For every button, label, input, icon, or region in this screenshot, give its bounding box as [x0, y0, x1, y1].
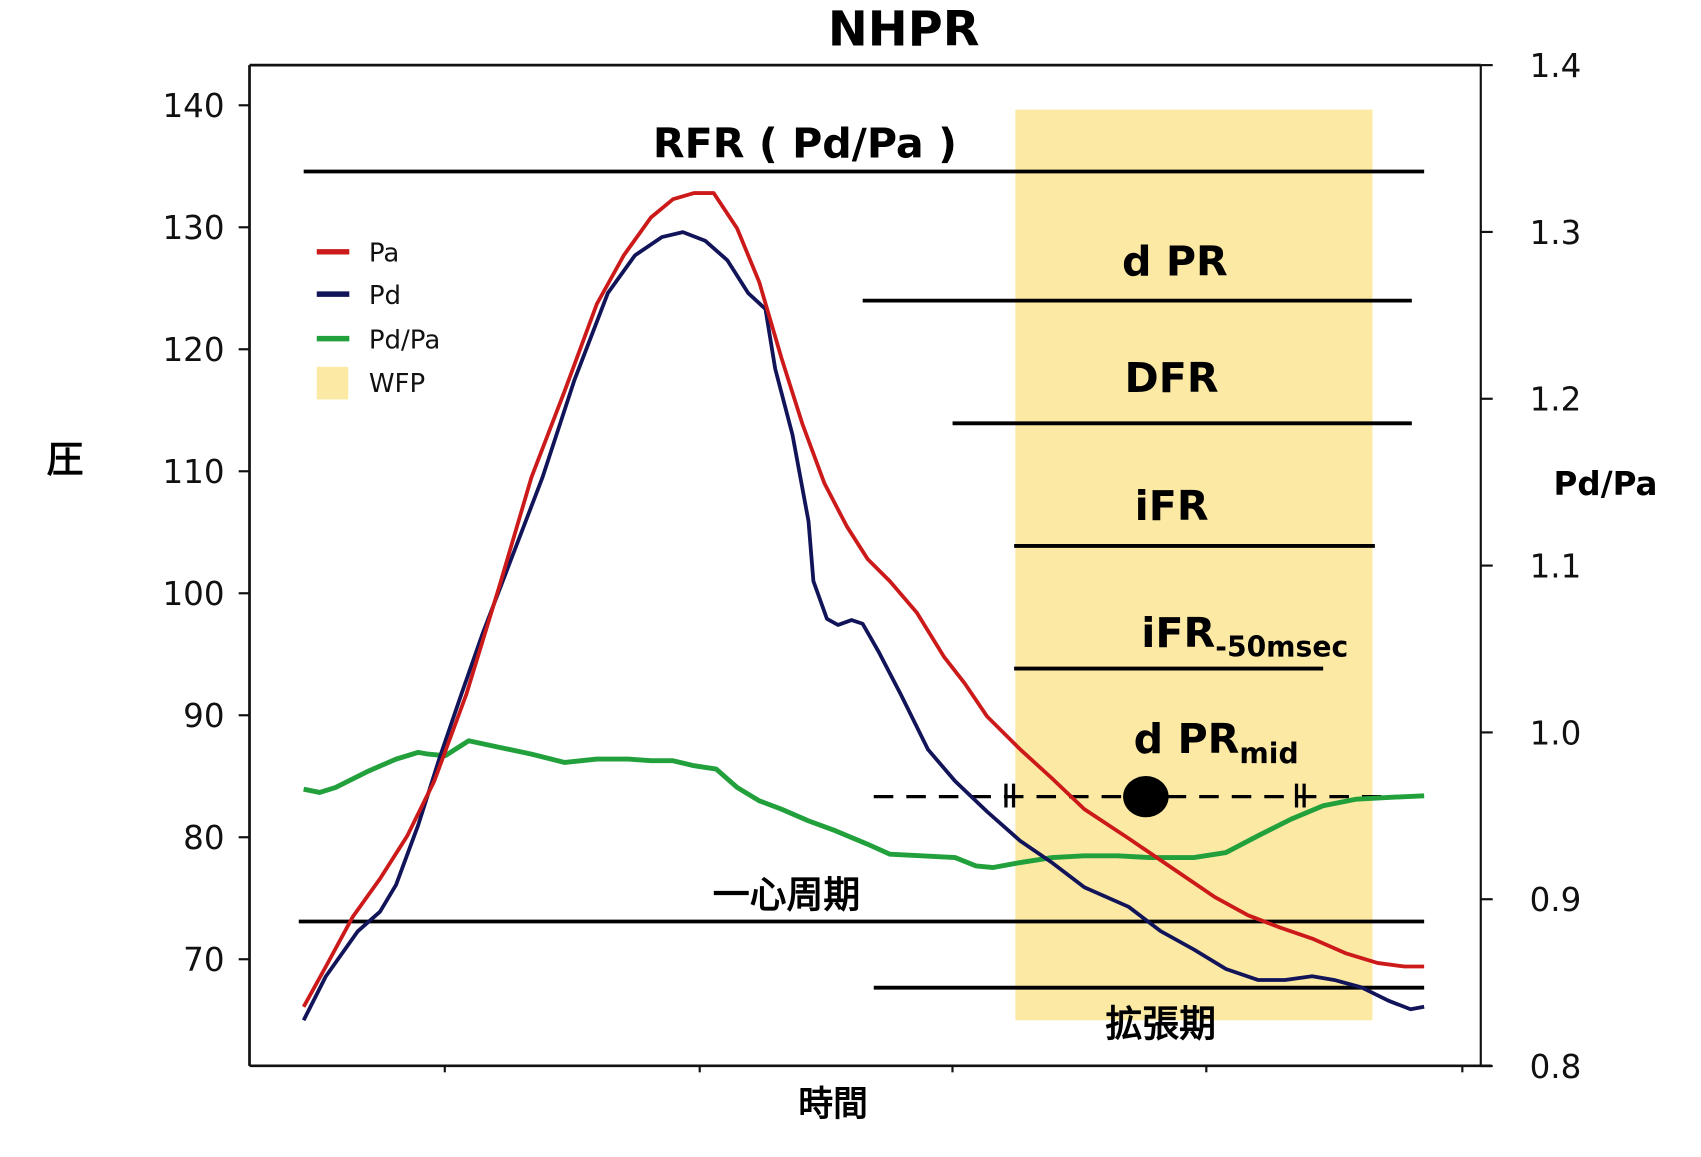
interval-label: d PR — [1122, 238, 1228, 286]
series-line-pa — [301, 191, 1425, 1008]
legend-swatch-wfp — [316, 366, 349, 400]
midpoint-dot — [1123, 776, 1169, 818]
y2-axis-label: Pd/Pa — [1554, 465, 1658, 503]
interval-label-main: RFR ( Pd/Pa ) — [653, 119, 957, 167]
interval-label: iFR-50msec — [1141, 609, 1348, 664]
interval-label-main: d PR — [1134, 715, 1240, 763]
interval-label: 一心周期 — [713, 873, 860, 916]
y-tick-label: 70 — [183, 941, 224, 979]
interval-label: iFR — [1135, 482, 1209, 530]
y2-tick-label: 0.9 — [1530, 881, 1582, 919]
interval-label-main: 一心周期 — [713, 873, 860, 916]
legend-label-pd: Pd — [369, 281, 401, 311]
interval-label-main: 拡張期 — [1105, 1003, 1216, 1046]
wfp-band — [1015, 109, 1373, 1021]
y-tick-label: 80 — [183, 819, 224, 857]
interval-label: 拡張期 — [1105, 1003, 1216, 1046]
y-tick-label: 110 — [162, 453, 224, 491]
interval-label: d PRmid — [1134, 715, 1299, 770]
y2-tick-label: 1.4 — [1530, 47, 1582, 85]
legend: Pa Pd Pd/Pa WFP — [316, 239, 440, 400]
interval-label-sub: mid — [1239, 737, 1298, 770]
interval-label-main: d PR — [1122, 238, 1228, 286]
interval-label-main: iFR — [1141, 609, 1215, 657]
x-axis-label: 時間 — [798, 1085, 867, 1125]
x-axis-ticks — [443, 1065, 1464, 1073]
interval-label-sub: -50msec — [1215, 631, 1348, 664]
legend-label-wfp: WFP — [369, 369, 425, 399]
y-tick-label: 90 — [183, 697, 224, 735]
y2-tick-label: 1.2 — [1530, 381, 1582, 419]
interval-label: RFR ( Pd/Pa ) — [653, 119, 957, 167]
y2-tick-label: 0.8 — [1530, 1048, 1582, 1086]
legend-label-pdpa: Pd/Pa — [369, 325, 440, 355]
y2-tick-label: 1.0 — [1530, 714, 1582, 752]
y-tick-label: 130 — [162, 209, 224, 247]
series-line-pd — [301, 230, 1425, 1022]
y-axis-label: 圧 — [47, 438, 84, 481]
y-tick-label: 100 — [162, 575, 224, 613]
y2-tick-label: 1.1 — [1530, 548, 1582, 586]
interval-label-main: DFR — [1125, 354, 1219, 402]
y-tick-label: 140 — [162, 87, 224, 125]
y-tick-label: 120 — [162, 331, 224, 369]
chart-title: NHPR — [828, 3, 980, 58]
interval-label-main: iFR — [1135, 482, 1209, 530]
legend-label-pa: Pa — [369, 239, 399, 269]
y2-tick-label: 1.3 — [1530, 214, 1582, 252]
interval-label: DFR — [1125, 354, 1219, 402]
